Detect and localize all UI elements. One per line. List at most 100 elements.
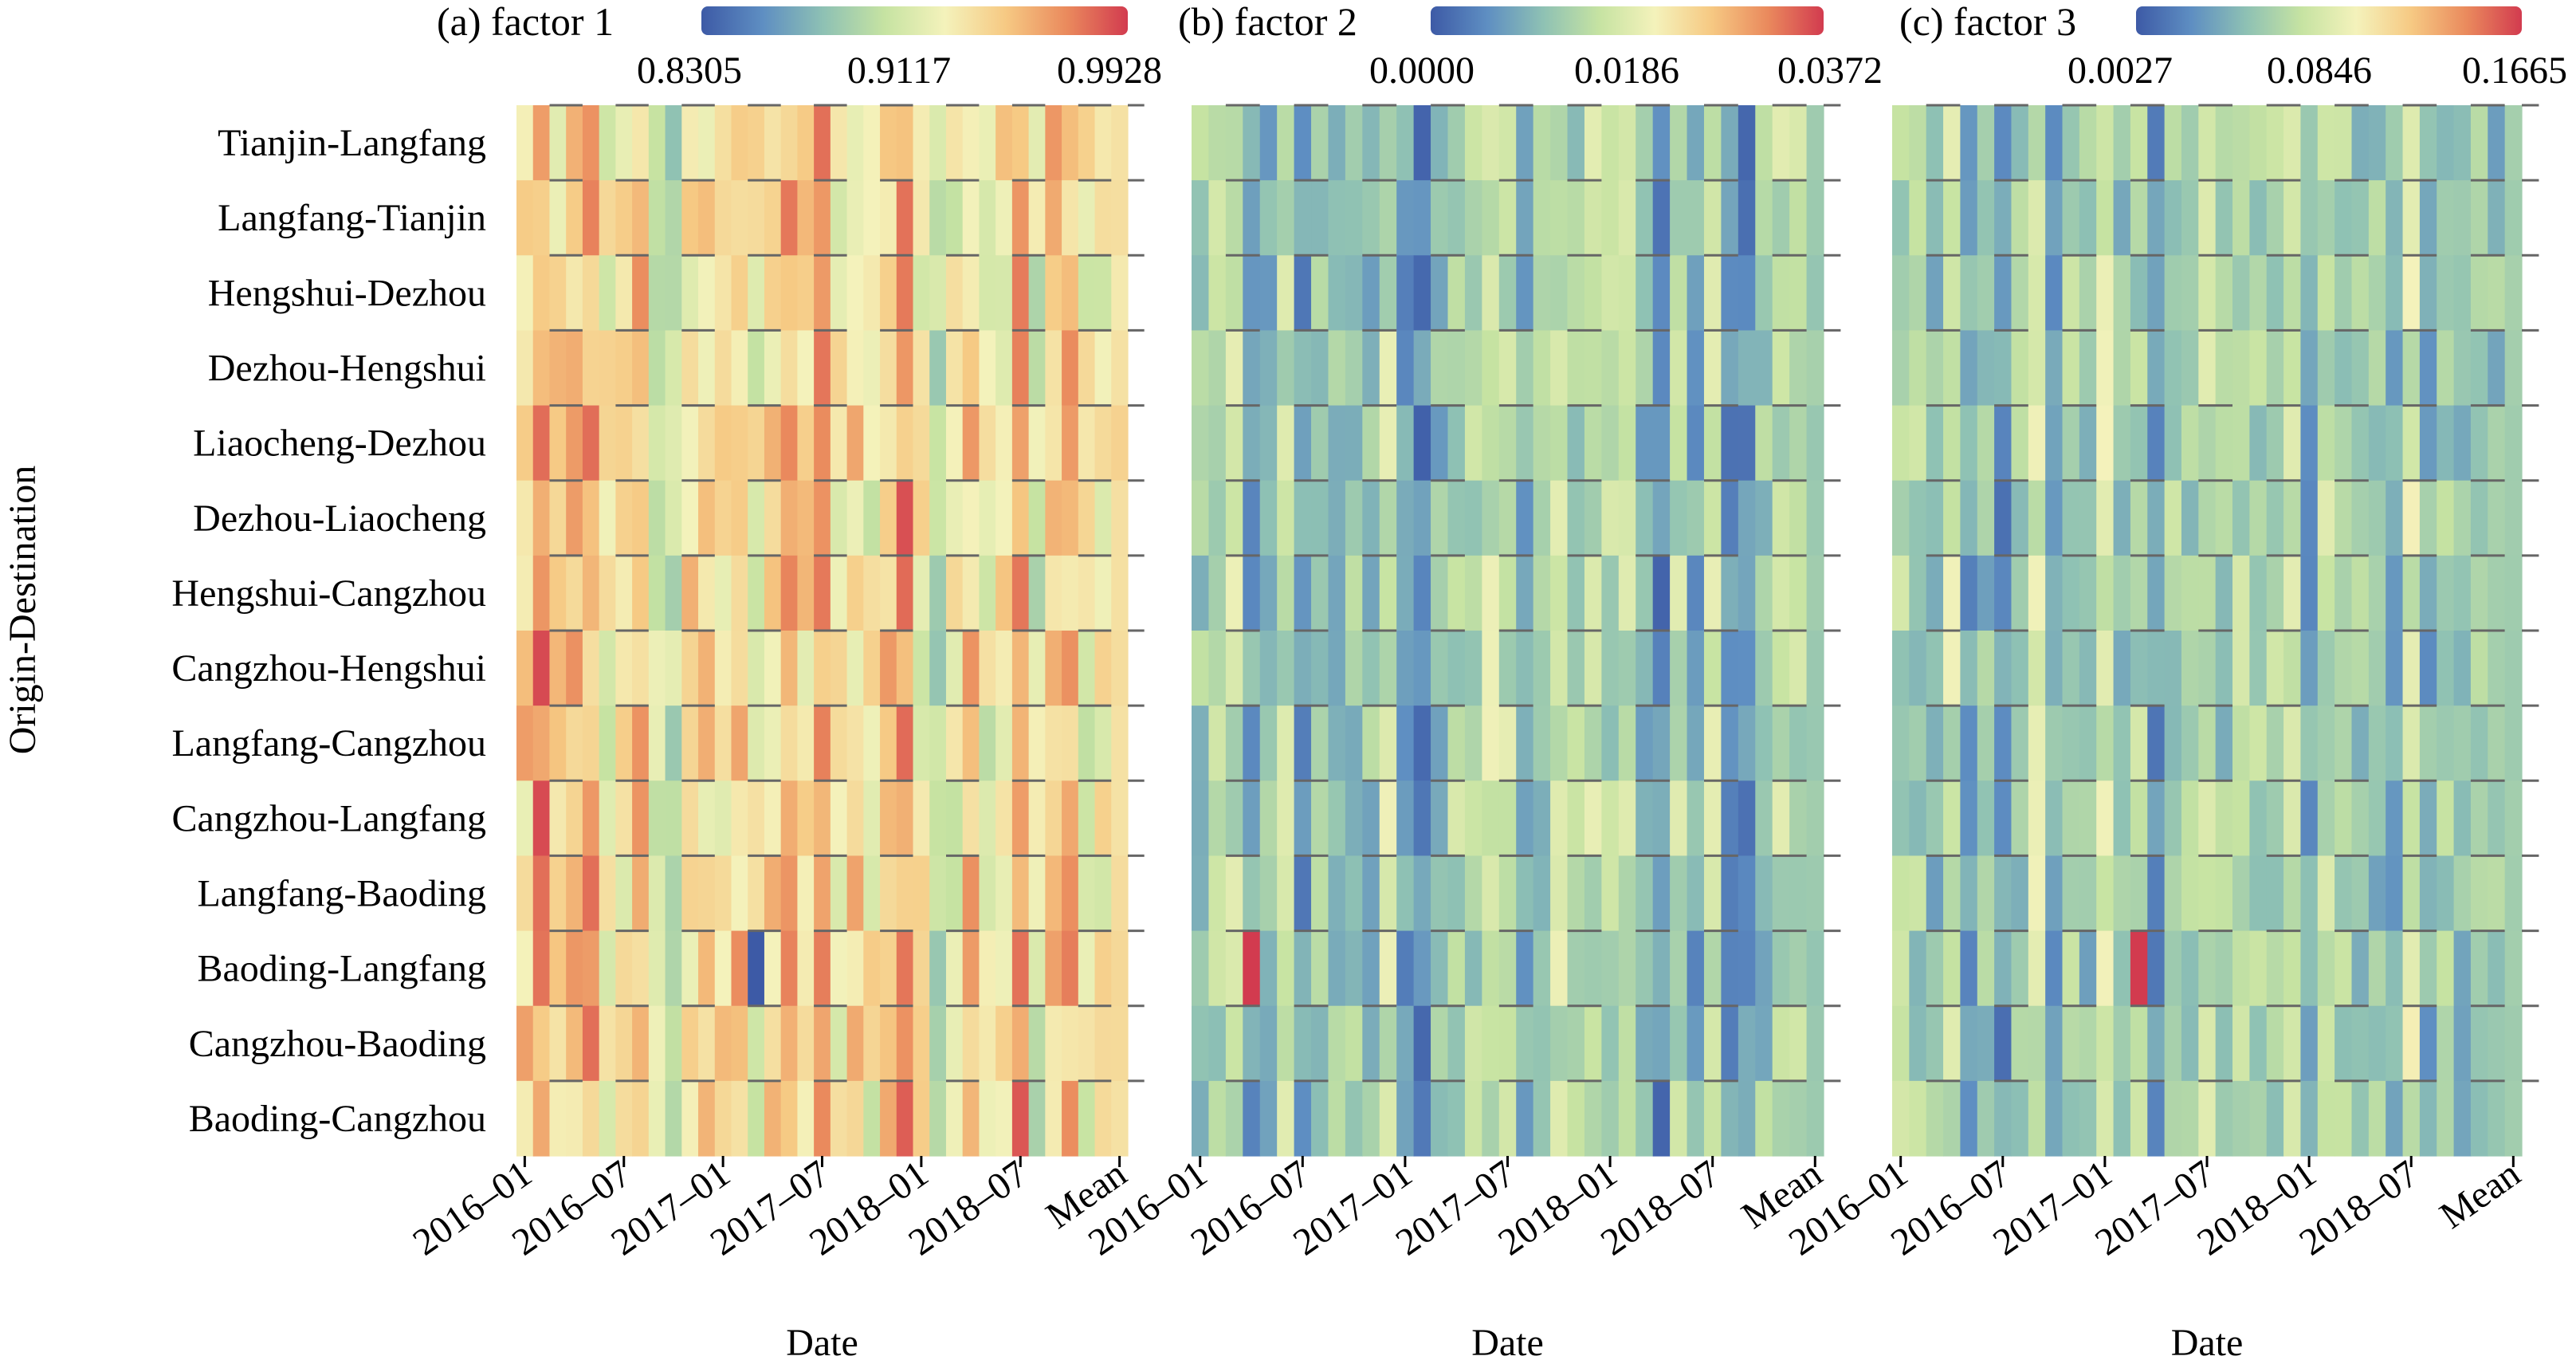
heatmap-cell — [1738, 105, 1756, 181]
heatmap-cell — [2453, 706, 2472, 781]
heatmap-cell — [2470, 1005, 2488, 1082]
heatmap-cell — [582, 1005, 600, 1082]
heatmap-cell — [1533, 855, 1551, 932]
heatmap-cell — [1909, 855, 1927, 932]
heatmap-cell — [1772, 930, 1790, 1007]
heatmap-cell — [1277, 105, 1295, 181]
heatmap-cell — [1062, 480, 1079, 556]
heatmap-cell — [2317, 706, 2335, 781]
heatmap-cell — [1396, 480, 1415, 556]
heatmap-cell — [1482, 255, 1500, 332]
heatmap-cell — [764, 555, 782, 631]
heatmap-cell — [632, 480, 650, 556]
heatmap-cell — [2062, 180, 2080, 256]
heatmap-cell — [1533, 930, 1551, 1007]
heatmap-cell — [1328, 1080, 1346, 1157]
heatmap-cell — [1277, 780, 1295, 857]
heatmap-cell — [979, 631, 996, 706]
heatmap-cell — [1789, 480, 1808, 556]
heatmap-cell — [2470, 105, 2488, 181]
heatmap-cell — [1482, 555, 1500, 631]
heatmap-cell — [1550, 405, 1569, 482]
heatmap-cell — [1533, 405, 1551, 482]
heatmap-cell — [1550, 706, 1569, 781]
heatmap-cell — [2249, 1005, 2268, 1082]
heatmap-cell — [665, 405, 682, 482]
heatmap-cell — [1601, 780, 1620, 857]
heatmap-cell — [1111, 255, 1129, 332]
heatmap-cell — [1311, 480, 1329, 556]
heatmap-cell — [1738, 405, 1756, 482]
heatmap-cell — [1078, 180, 1096, 256]
heatmap-cell — [2334, 631, 2353, 706]
heatmap-cell — [1243, 330, 1261, 407]
heatmap-cell — [731, 706, 748, 781]
heatmap-cell — [863, 780, 881, 857]
heatmap-cell — [748, 480, 765, 556]
heatmap-cell — [1192, 855, 1210, 932]
heatmap-cell — [2045, 780, 2064, 857]
heatmap-cell — [929, 780, 947, 857]
heatmap-cell — [2062, 1005, 2080, 1082]
heatmap-cell — [1379, 180, 1397, 256]
heatmap-cell — [1311, 555, 1329, 631]
heatmap-cell — [1755, 1005, 1773, 1082]
heatmap-cell — [1413, 105, 1431, 181]
heatmap-cell — [2249, 180, 2268, 256]
heatmap-cell — [1755, 631, 1773, 706]
heatmap-cell — [1636, 555, 1654, 631]
heatmap-cell — [2079, 631, 2097, 706]
heatmap-cell — [962, 855, 980, 932]
heatmap-cell — [2079, 105, 2097, 181]
heatmap-cell — [714, 255, 732, 332]
heatmap-cell — [929, 1080, 947, 1157]
heatmap-cell — [2283, 180, 2302, 256]
heatmap-cell — [1960, 330, 1978, 407]
heatmap-cell — [1943, 405, 1961, 482]
heatmap-cell — [1909, 555, 1927, 631]
heatmap-cell — [979, 706, 996, 781]
heatmap-cell — [1311, 631, 1329, 706]
heatmap-cell — [2470, 1080, 2488, 1157]
heatmap-cell — [1652, 405, 1671, 482]
heatmap-cell — [516, 855, 534, 932]
heatmap-cell — [880, 480, 897, 556]
heatmap-cell — [1721, 330, 1739, 407]
heatmap-cell — [2011, 330, 2029, 407]
heatmap-cell — [1482, 480, 1500, 556]
heatmap-cell — [1806, 631, 1824, 706]
heatmap-cell — [698, 780, 716, 857]
heatmap-cell — [648, 105, 666, 181]
heatmap-cell — [1977, 105, 1995, 181]
heatmap-cell — [1926, 330, 1944, 407]
heatmap-cell — [880, 930, 897, 1007]
heatmap-cell — [1943, 105, 1961, 181]
heatmap-cell — [1192, 1005, 1210, 1082]
heatmap-cell — [2045, 1080, 2064, 1157]
heatmap-cell — [764, 330, 782, 407]
heatmap-cell — [2028, 480, 2046, 556]
heatmap-cell — [2266, 405, 2284, 482]
heatmap-cell — [945, 105, 964, 181]
heatmap-cell — [2113, 780, 2131, 857]
heatmap-cell — [2266, 180, 2284, 256]
heatmap-cell — [748, 1080, 765, 1157]
heatmap-cell — [1243, 780, 1261, 857]
heatmap-cell — [863, 180, 881, 256]
heatmap-cell — [1028, 930, 1046, 1007]
heatmap-cell — [1225, 1080, 1243, 1157]
heatmap-cell — [2062, 105, 2080, 181]
heatmap-cell — [648, 180, 666, 256]
heatmap-cell — [1045, 1005, 1062, 1082]
heatmap-cell — [1601, 930, 1620, 1007]
heatmap-cell — [1703, 706, 1722, 781]
heatmap-cell — [2198, 105, 2217, 181]
heatmap-cell — [1652, 780, 1671, 857]
heatmap-cell — [2062, 631, 2080, 706]
heatmap-cell — [846, 855, 864, 932]
heatmap-cell — [2079, 1005, 2097, 1082]
heatmap-cell — [1447, 780, 1466, 857]
heatmap-cell — [1045, 480, 1062, 556]
heatmap-cell — [846, 631, 864, 706]
heatmap-cell — [1225, 780, 1243, 857]
